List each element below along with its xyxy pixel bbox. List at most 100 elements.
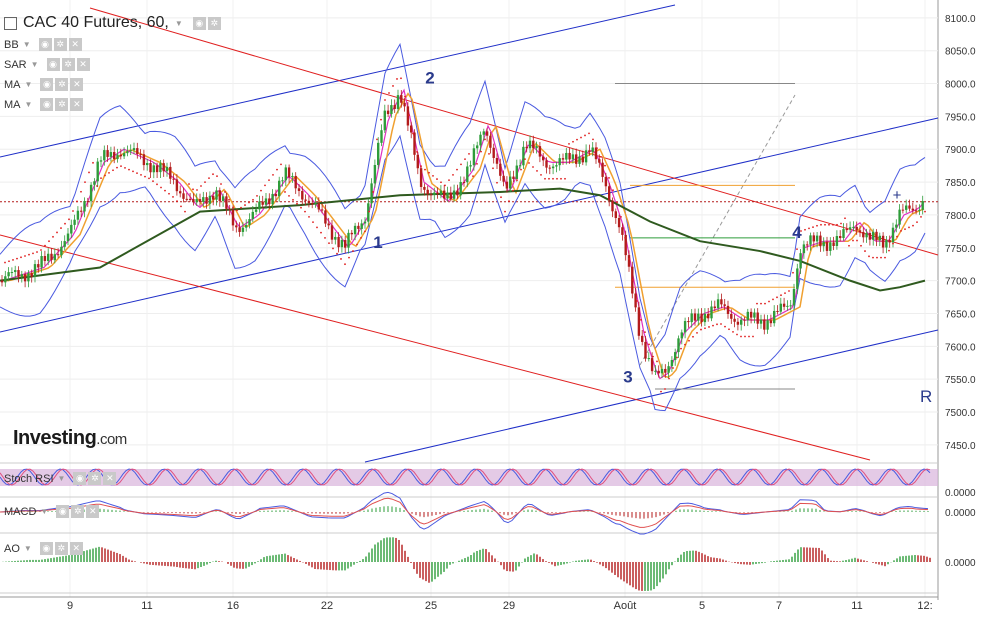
candle-body [76, 210, 80, 220]
chevron-down-icon[interactable]: ▼ [174, 18, 183, 28]
eye-icon[interactable]: ◉ [38, 38, 52, 51]
candle-body [258, 201, 261, 210]
chevron-down-icon[interactable]: ▼ [30, 60, 39, 69]
candle-body [885, 240, 888, 248]
sar-dot [320, 231, 322, 234]
candle-body [713, 306, 716, 309]
sar-dot [132, 170, 134, 173]
candle-body [254, 209, 258, 212]
candle-body [96, 161, 99, 182]
eye-icon[interactable]: ◉ [46, 58, 60, 71]
candle-body [779, 303, 782, 312]
candle-body [660, 368, 664, 374]
wave-label: 3 [623, 367, 632, 386]
gear-icon[interactable]: ✲ [71, 505, 85, 518]
close-icon[interactable]: ✕ [69, 542, 83, 555]
eye-icon[interactable]: ◉ [40, 78, 54, 91]
candle-body [852, 226, 855, 228]
sar-dot [916, 221, 918, 224]
candle-body [317, 203, 320, 210]
candle-body [43, 256, 47, 261]
sar-dot [868, 255, 870, 258]
sar-dot [128, 168, 130, 171]
eye-icon[interactable]: ◉ [56, 505, 70, 518]
eye-icon[interactable]: ◉ [73, 472, 87, 485]
candle-body [759, 319, 763, 324]
gear-icon[interactable]: ✲ [207, 16, 221, 30]
gear-icon[interactable]: ✲ [88, 472, 102, 485]
sar-dot [220, 183, 222, 185]
sar-dot [32, 252, 34, 255]
close-icon[interactable]: ✕ [70, 98, 84, 111]
candle-body [301, 190, 304, 200]
candle-body [314, 203, 317, 205]
candle-body [30, 273, 33, 277]
gear-icon[interactable]: ✲ [55, 78, 69, 91]
sar-dot [792, 271, 794, 274]
close-icon[interactable]: ✕ [103, 472, 117, 485]
eye-icon[interactable]: ◉ [40, 98, 54, 111]
time-tick-label: 22 [321, 600, 333, 612]
sar-dot [500, 196, 502, 199]
candle-body [588, 150, 591, 152]
sar-dot [124, 166, 126, 169]
candle-body [113, 152, 116, 160]
sar-dot [388, 92, 390, 94]
candle-body [281, 180, 284, 182]
gear-icon[interactable]: ✲ [54, 542, 68, 555]
sar-dot [400, 77, 402, 80]
close-icon[interactable]: ✕ [76, 58, 90, 71]
candle-body [591, 147, 594, 152]
candle-body [50, 253, 53, 261]
gear-icon[interactable]: ✲ [53, 38, 67, 51]
close-icon[interactable]: ✕ [68, 38, 82, 51]
sar-dot [764, 302, 766, 305]
candle-body [898, 209, 901, 225]
sar-dot [244, 204, 246, 206]
candle-body [690, 313, 693, 323]
sar-dot [696, 331, 698, 334]
sar-dot [816, 224, 818, 227]
candle-body [330, 225, 334, 240]
candle-body [221, 196, 225, 201]
sar-dot [456, 168, 458, 171]
candle-body [462, 181, 466, 183]
sar-dot [96, 185, 98, 187]
eye-icon[interactable]: ◉ [39, 542, 53, 555]
candle-body [687, 321, 690, 323]
candle-body [815, 235, 819, 242]
sar-dot [44, 244, 46, 247]
sar-dot [52, 235, 54, 238]
candle-body [122, 153, 126, 157]
sar-dot [516, 179, 518, 182]
sar-dot [196, 189, 198, 191]
chevron-down-icon[interactable]: ▼ [22, 40, 31, 49]
panel-label-macd: MACD ▼ ◉ ✲ ✕ [4, 505, 100, 518]
wave-label: 2 [425, 69, 434, 88]
collapse-icon[interactable] [4, 16, 17, 30]
close-icon[interactable]: ✕ [86, 505, 100, 518]
candle-body [555, 165, 558, 167]
candle-body [878, 235, 881, 241]
candle-body [561, 158, 565, 160]
candle-body [89, 184, 93, 202]
candle-body [707, 313, 710, 319]
chevron-down-icon[interactable]: ▼ [24, 100, 33, 109]
eye-icon[interactable]: ◉ [192, 16, 206, 30]
sar-dot [140, 173, 142, 176]
candle-body [116, 154, 119, 160]
gear-icon[interactable]: ✲ [61, 58, 75, 71]
gear-icon[interactable]: ✲ [55, 98, 69, 111]
chevron-down-icon[interactable]: ▼ [24, 80, 33, 89]
sar-dot [260, 189, 262, 192]
candle-body [914, 210, 918, 212]
sar-dot [756, 302, 758, 305]
reset-button[interactable]: R [920, 387, 933, 406]
candle-body [641, 335, 644, 342]
candle-body [670, 359, 674, 367]
sar-dot [4, 261, 6, 264]
candle-body [802, 244, 806, 254]
time-tick-label: 5 [699, 600, 705, 612]
close-icon[interactable]: ✕ [70, 78, 84, 91]
